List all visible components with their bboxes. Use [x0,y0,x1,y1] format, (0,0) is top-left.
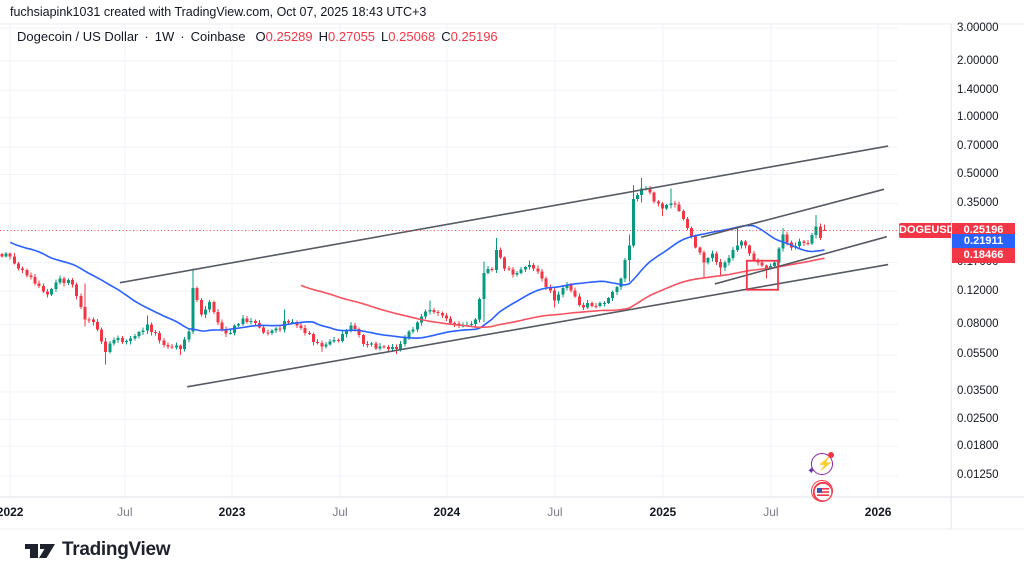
time-axis-label: 2023 [218,505,246,519]
notification-dot [828,452,834,458]
price-badge: 0.21911 [952,234,1015,250]
symbol-interval: 1W [154,29,175,44]
trendline[interactable] [700,188,885,238]
symbol-title: Dogecoin / US Dollar [17,29,139,44]
grid-layer [0,24,898,497]
tradingview-logo-text: TradingView [62,539,171,560]
price-axis-label: 0.35000 [957,197,999,210]
price-axis-label: 0.50000 [957,167,999,180]
ma-100-line[interactable] [300,257,825,329]
attribution-text: fuchsiapink1031 created with TradingView… [10,5,427,19]
ohlc-close: C0.25196 [441,29,497,44]
time-axis-label: 2024 [433,505,461,519]
close-value: 0.25196 [450,29,498,44]
close-label: C [441,29,451,44]
tradingview-logo[interactable]: TradingView [25,539,171,561]
symbol-legend[interactable]: Dogecoin / US Dollar · 1W · Coinbase O0.… [17,29,498,44]
ohlc-low: L0.25068 [381,29,435,44]
low-label: L [381,29,389,44]
price-axis-label: 0.01250 [957,469,999,482]
pane-borders [0,23,1024,530]
low-value: 0.25068 [388,29,436,44]
price-badge: 0.25196 [952,222,1015,238]
price-axis-label: 1.40000 [957,83,999,96]
price-axis-label: 0.03500 [957,385,999,398]
price-badge: 0.18466 [952,248,1015,264]
price-axis-label: 0.01800 [957,439,999,452]
open-value: 0.25289 [265,29,313,44]
price-axis-label: 1.00000 [957,111,999,124]
flag-glyph [812,481,832,501]
tradingview-logo-glyph [25,543,55,558]
symbol-exchange: Coinbase [190,29,246,44]
trendline[interactable] [714,235,888,285]
legend-separator: · [180,29,185,44]
legend-separator: · [144,29,149,44]
time-axis-label: Jul [547,505,563,519]
time-axis-label: 2022 [0,505,24,519]
trendline[interactable] [187,263,889,388]
price-axis-label: 0.05500 [957,348,999,361]
price-axis-label: 3.00000 [957,21,999,34]
time-axis-label: 2025 [649,505,677,519]
time-axis-label: Jul [332,505,348,519]
ai-flash-icon[interactable]: ⚡ ✦ [807,452,834,477]
trendline[interactable] [119,145,889,284]
candles-layer [0,177,827,365]
price-axis-label: 0.08000 [957,317,999,330]
price-axis-label: 2.00000 [957,54,999,67]
us-flag-icon[interactable] [811,480,833,502]
price-axis-label: 0.70000 [957,140,999,153]
symbol-price-badge: DOGEUSD [899,222,955,238]
ohlc-open: O0.25289 [256,29,313,44]
ohlc-high: H0.27055 [319,29,375,44]
high-label: H [318,29,329,44]
time-axis-label: 2026 [864,505,892,519]
trendlines-layer[interactable] [119,145,889,388]
sparkle-icon: ✦ [807,466,816,477]
highlight-rectangle[interactable] [745,259,779,291]
ma-30-line[interactable] [9,224,825,339]
high-value: 0.27055 [328,29,376,44]
time-axis-label: Jul [117,505,133,519]
lightning-icon: ⚡ [817,456,834,471]
open-label: O [255,29,266,44]
time-axis-label: Jul [763,505,779,519]
price-axis-label: 0.12000 [957,284,999,297]
price-axis-label: 0.02500 [957,412,999,425]
